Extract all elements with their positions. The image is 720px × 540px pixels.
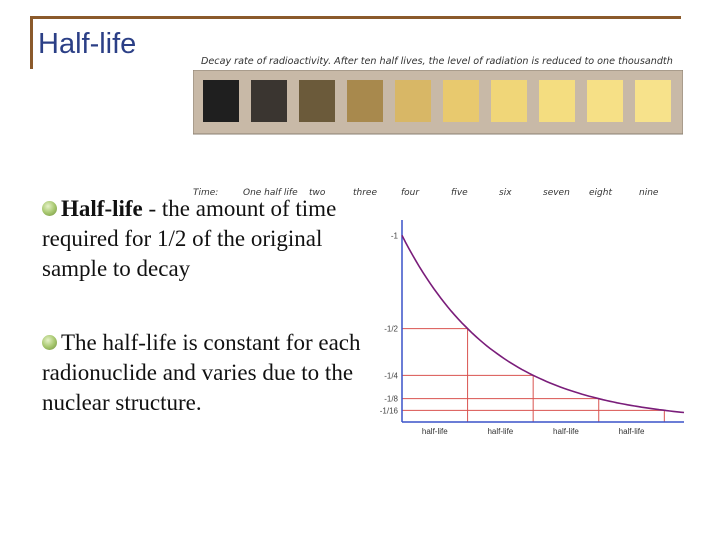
bullet-term: Half-life xyxy=(61,196,143,221)
x-tick-label: half-life xyxy=(619,427,645,436)
square-6 xyxy=(491,80,527,122)
title-frame xyxy=(30,16,681,69)
bullet-list: Half-life - the amount of time required … xyxy=(42,194,362,418)
bullet-item-constant: The half-life is constant for each radio… xyxy=(42,328,362,418)
square-0 xyxy=(203,80,239,122)
decay-label-time: Time: xyxy=(193,188,219,198)
x-tick-label: half-life xyxy=(422,427,448,436)
y-tick-label: -1/8 xyxy=(384,395,398,404)
y-tick-label: -1/16 xyxy=(380,406,399,415)
decay-caption: Decay rate of radioactivity. After ten h… xyxy=(201,56,673,67)
square-4 xyxy=(395,80,431,122)
decay-squares xyxy=(193,70,683,135)
y-tick-label: -1/4 xyxy=(384,371,398,380)
decay-label-9: nine xyxy=(639,188,659,198)
bullet-icon xyxy=(42,201,57,216)
y-tick-label: -1/2 xyxy=(384,325,398,334)
decay-label-6: six xyxy=(499,188,512,198)
decay-label-8: eight xyxy=(589,188,612,198)
bullet-text: - the amount of time required for 1/2 of… xyxy=(42,196,337,281)
square-9 xyxy=(635,80,671,122)
page-title: Half-life xyxy=(38,28,137,60)
square-2 xyxy=(299,80,335,122)
decay-label-7: seven xyxy=(543,188,570,198)
square-3 xyxy=(347,80,383,122)
decay-label-4: four xyxy=(401,188,420,198)
square-1 xyxy=(251,80,287,122)
square-5 xyxy=(443,80,479,122)
decay-figure: Decay rate of radioactivity. After ten h… xyxy=(193,54,683,198)
bullet-icon xyxy=(42,335,57,350)
x-tick-label: half-life xyxy=(487,427,513,436)
decay-label-1: One half life xyxy=(243,188,298,198)
bullet-item-definition: Half-life - the amount of time required … xyxy=(42,194,362,284)
square-7 xyxy=(539,80,575,122)
half-life-graph: -1 -1/2 -1/4 -1/8 -1/16 half-life half-life hal… xyxy=(380,220,685,436)
x-tick-label: half-life xyxy=(553,427,579,436)
decay-label-3: three xyxy=(353,188,378,198)
y-tick-label: -1 xyxy=(391,231,399,240)
decay-label-2: two xyxy=(309,188,326,198)
square-8 xyxy=(587,80,623,122)
decay-label-5: five xyxy=(451,188,468,198)
bullet-text: The half-life is constant for each radio… xyxy=(42,330,361,415)
decay-curve xyxy=(401,234,685,414)
decay-labels: Time: One half life two three four five … xyxy=(193,188,713,202)
